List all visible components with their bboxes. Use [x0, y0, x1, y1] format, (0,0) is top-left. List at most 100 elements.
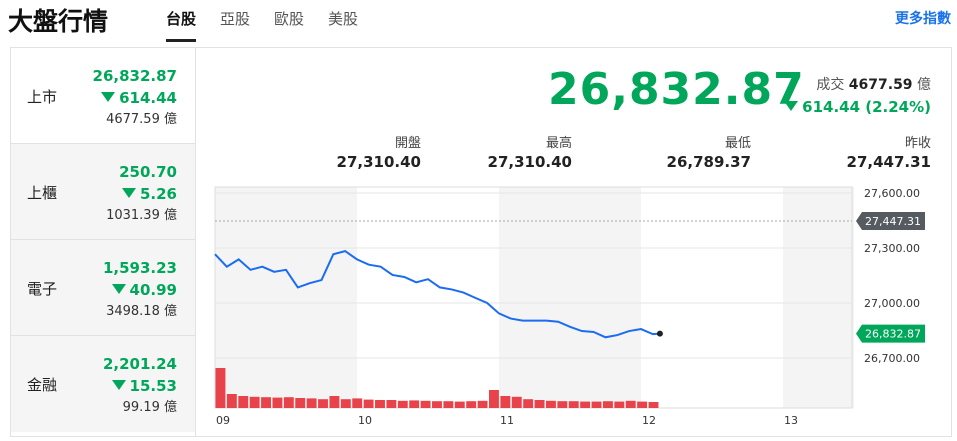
volume-bar: [386, 400, 397, 408]
down-arrow-icon: [111, 284, 126, 294]
stat-value: 26,789.37: [666, 153, 751, 171]
market-price: 250.70: [119, 163, 177, 181]
volume-bar: [283, 397, 294, 408]
volume-bar: [318, 399, 328, 408]
volume-bar: [625, 400, 636, 408]
market-item-otc[interactable]: 上櫃 250.70 5.26 1031.39 億: [11, 144, 195, 240]
volume-bar: [580, 401, 591, 408]
volume-bar: [249, 396, 260, 408]
stat-high: 最高 27,310.40: [488, 132, 572, 171]
volume-bar: [557, 401, 568, 408]
tab-europe[interactable]: 歐股: [274, 10, 305, 28]
volume-bar: [295, 398, 306, 408]
x-tick-label: 10: [358, 414, 372, 427]
stat-label: 最高: [545, 136, 572, 151]
x-tick-label: 13: [784, 414, 798, 427]
market-price: 1,593.23: [102, 259, 177, 277]
prev-close-tag: [856, 211, 925, 230]
market-name: 上櫃: [27, 184, 58, 202]
last-price-dot: [656, 330, 663, 337]
session-band: [499, 187, 641, 408]
volume-bar: [363, 399, 374, 408]
stat-value: 27,447.31: [846, 153, 931, 171]
volume-bar: [272, 397, 283, 408]
market-change: 614.44: [119, 89, 177, 107]
volume-bar: [648, 402, 659, 408]
volume-bar: [454, 401, 465, 408]
session-band: [783, 187, 854, 408]
market-list: 上市 26,832.87 614.44 4677.59 億 上櫃 250.70 …: [11, 48, 196, 436]
market-volume: 99.19 億: [122, 400, 177, 415]
volume-bar: [489, 390, 499, 408]
volume-bar: [523, 399, 534, 408]
quote-summary: 成交 4677.59 億 614.44 (2.24%): [784, 74, 931, 118]
volume-bar: [545, 400, 556, 408]
last-price-tag: [856, 324, 925, 343]
index-price: 26,832.87: [548, 64, 805, 115]
market-name: 金融: [27, 376, 58, 394]
volume-bar: [226, 394, 237, 408]
tab-us[interactable]: 美股: [328, 10, 359, 28]
market-change: 40.99: [129, 281, 177, 299]
y-tick-label: 27,600.00: [864, 187, 920, 200]
volume-bar: [215, 368, 226, 408]
x-tick-label: 09: [216, 414, 230, 427]
volume-bar: [306, 398, 317, 408]
volume-bar: [500, 396, 511, 408]
volume-bar: [443, 401, 454, 408]
stat-value: 27,310.40: [336, 153, 421, 171]
market-change: 15.53: [129, 377, 177, 395]
session-band: [215, 187, 357, 408]
stat-label: 昨收: [904, 136, 931, 151]
volume-bar: [477, 400, 488, 408]
tab-asia[interactable]: 亞股: [220, 10, 251, 28]
volume-bar: [591, 401, 602, 408]
y-tick-label: 27,000.00: [864, 297, 920, 310]
stat-value: 27,310.40: [487, 153, 572, 171]
market-name: 電子: [27, 280, 58, 298]
volume-bar: [375, 400, 385, 408]
market-volume: 3498.18 億: [106, 304, 177, 319]
volume-bar: [409, 400, 420, 408]
market-name: 上市: [27, 88, 58, 106]
volume-bar: [602, 401, 613, 408]
stat-open: 開盤 27,310.40: [337, 132, 421, 171]
market-tabs: 台股 亞股 歐股 美股: [166, 8, 358, 42]
volume-label: 成交: [816, 77, 845, 93]
volume-bar: [352, 398, 363, 408]
market-item-listed[interactable]: 上市 26,832.87 614.44 4677.59 億: [11, 48, 195, 144]
volume-bar: [420, 400, 431, 408]
volume-bar: [340, 399, 351, 408]
volume-bar: [568, 401, 579, 408]
stat-prev-close: 昨收 27,447.31: [847, 132, 931, 171]
x-tick-label: 12: [642, 414, 656, 427]
market-price: 2,201.24: [102, 355, 177, 373]
price-line: [214, 250, 661, 339]
market-volume: 4677.59 億: [106, 112, 177, 127]
volume-bar: [511, 396, 522, 408]
market-panel: 上市 26,832.87 614.44 4677.59 億 上櫃 250.70 …: [10, 47, 952, 437]
volume-bar: [637, 401, 648, 408]
market-item-finance[interactable]: 金融 2,201.24 15.53 99.19 億: [11, 336, 195, 432]
volume-bar: [466, 401, 477, 408]
prev-close-label: 27,447.31: [865, 215, 921, 228]
y-tick-label: 26,700.00: [864, 352, 920, 365]
more-indices-link[interactable]: 更多指數: [895, 11, 951, 27]
tab-taiwan[interactable]: 台股: [166, 8, 197, 42]
page-title: 大盤行情: [8, 7, 109, 36]
last-price-label: 26,832.87: [865, 328, 921, 341]
stat-label: 最低: [724, 136, 751, 151]
volume-unit: 億: [917, 77, 931, 93]
stat-low: 最低 26,789.37: [667, 132, 751, 171]
down-arrow-icon: [111, 380, 126, 390]
volume-bar: [261, 397, 271, 408]
volume-bar: [397, 400, 408, 408]
plot-frame: [214, 186, 853, 409]
volume-bar: [432, 401, 442, 408]
market-price: 26,832.87: [92, 67, 177, 85]
market-item-electronics[interactable]: 電子 1,593.23 40.99 3498.18 億: [11, 240, 195, 336]
volume-bar: [329, 396, 340, 408]
volume-bar: [534, 400, 545, 408]
down-arrow-icon: [121, 188, 136, 198]
